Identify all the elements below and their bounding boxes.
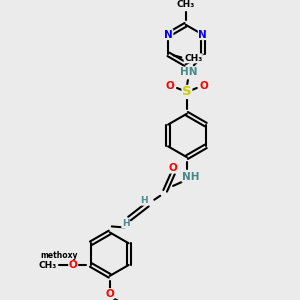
- Text: H: H: [122, 219, 129, 228]
- Text: H: H: [141, 196, 148, 205]
- Text: N: N: [198, 30, 207, 40]
- Text: O: O: [69, 260, 77, 270]
- Text: S: S: [182, 85, 192, 98]
- Text: NH: NH: [182, 172, 200, 182]
- Text: HN: HN: [180, 67, 198, 77]
- Text: O: O: [105, 289, 114, 299]
- Text: methoxy: methoxy: [40, 250, 78, 260]
- Text: CH₃: CH₃: [176, 0, 195, 9]
- Text: CH₃: CH₃: [38, 260, 56, 269]
- Text: O: O: [169, 163, 177, 173]
- Text: CH₃: CH₃: [184, 54, 202, 63]
- Text: O: O: [199, 81, 208, 91]
- Text: O: O: [166, 81, 175, 91]
- Text: N: N: [164, 30, 173, 40]
